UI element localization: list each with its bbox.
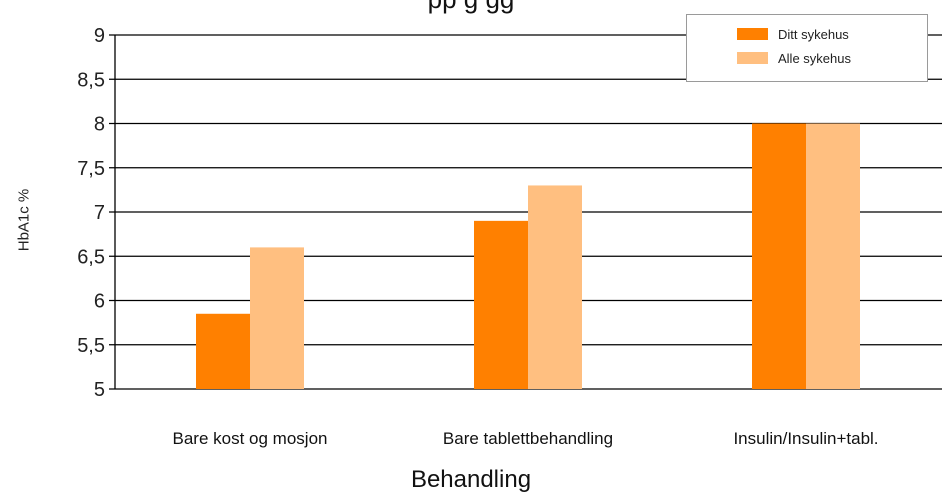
y-tick-label: 7 — [94, 202, 105, 224]
y-tick-label: 8 — [94, 114, 105, 136]
x-tick-label: Bare tablettbehandling — [443, 429, 613, 448]
y-tick-label: 6 — [94, 291, 105, 313]
legend-label-ditt-sykehus: Ditt sykehus — [778, 26, 849, 42]
bar-alle-sykehus-2 — [806, 123, 860, 389]
x-tick-label: Bare kost og mosjon — [173, 429, 328, 448]
x-axis-label: Behandling — [410, 466, 532, 493]
y-tick-label: 6,5 — [77, 246, 105, 268]
x-tick-label: Insulin/Insulin+tabl. — [733, 429, 878, 448]
legend-swatch-alle-sykehus — [737, 52, 768, 64]
legend-entry-ditt-sykehus: Ditt sykehus — [737, 26, 849, 42]
y-axis-label: HbA1c % — [15, 188, 33, 252]
clipped-chart-title: pp g gg — [0, 0, 942, 15]
bar-alle-sykehus-1 — [528, 185, 582, 389]
legend-entry-alle-sykehus: Alle sykehus — [737, 50, 851, 66]
y-tick-label: 9 — [94, 25, 105, 47]
y-tick-label: 5,5 — [77, 335, 105, 357]
bar-ditt-sykehus-1 — [474, 220, 528, 389]
bars — [196, 123, 860, 389]
legend: Ditt sykehus Alle sykehus — [686, 14, 928, 82]
y-tick-label: 8,5 — [77, 69, 105, 91]
bar-ditt-sykehus-0 — [196, 313, 250, 389]
bar-ditt-sykehus-2 — [752, 123, 806, 389]
legend-label-alle-sykehus: Alle sykehus — [778, 50, 851, 66]
legend-swatch-ditt-sykehus — [737, 28, 768, 40]
y-tick-label: 5 — [94, 379, 105, 401]
y-tick-label: 7,5 — [77, 158, 105, 180]
tick-labels: 5 5,5 6 6,5 7 7,5 8 8,5 9 Bare kost og mosjon Bare… — [77, 25, 878, 448]
bar-alle-sykehus-0 — [250, 247, 304, 389]
